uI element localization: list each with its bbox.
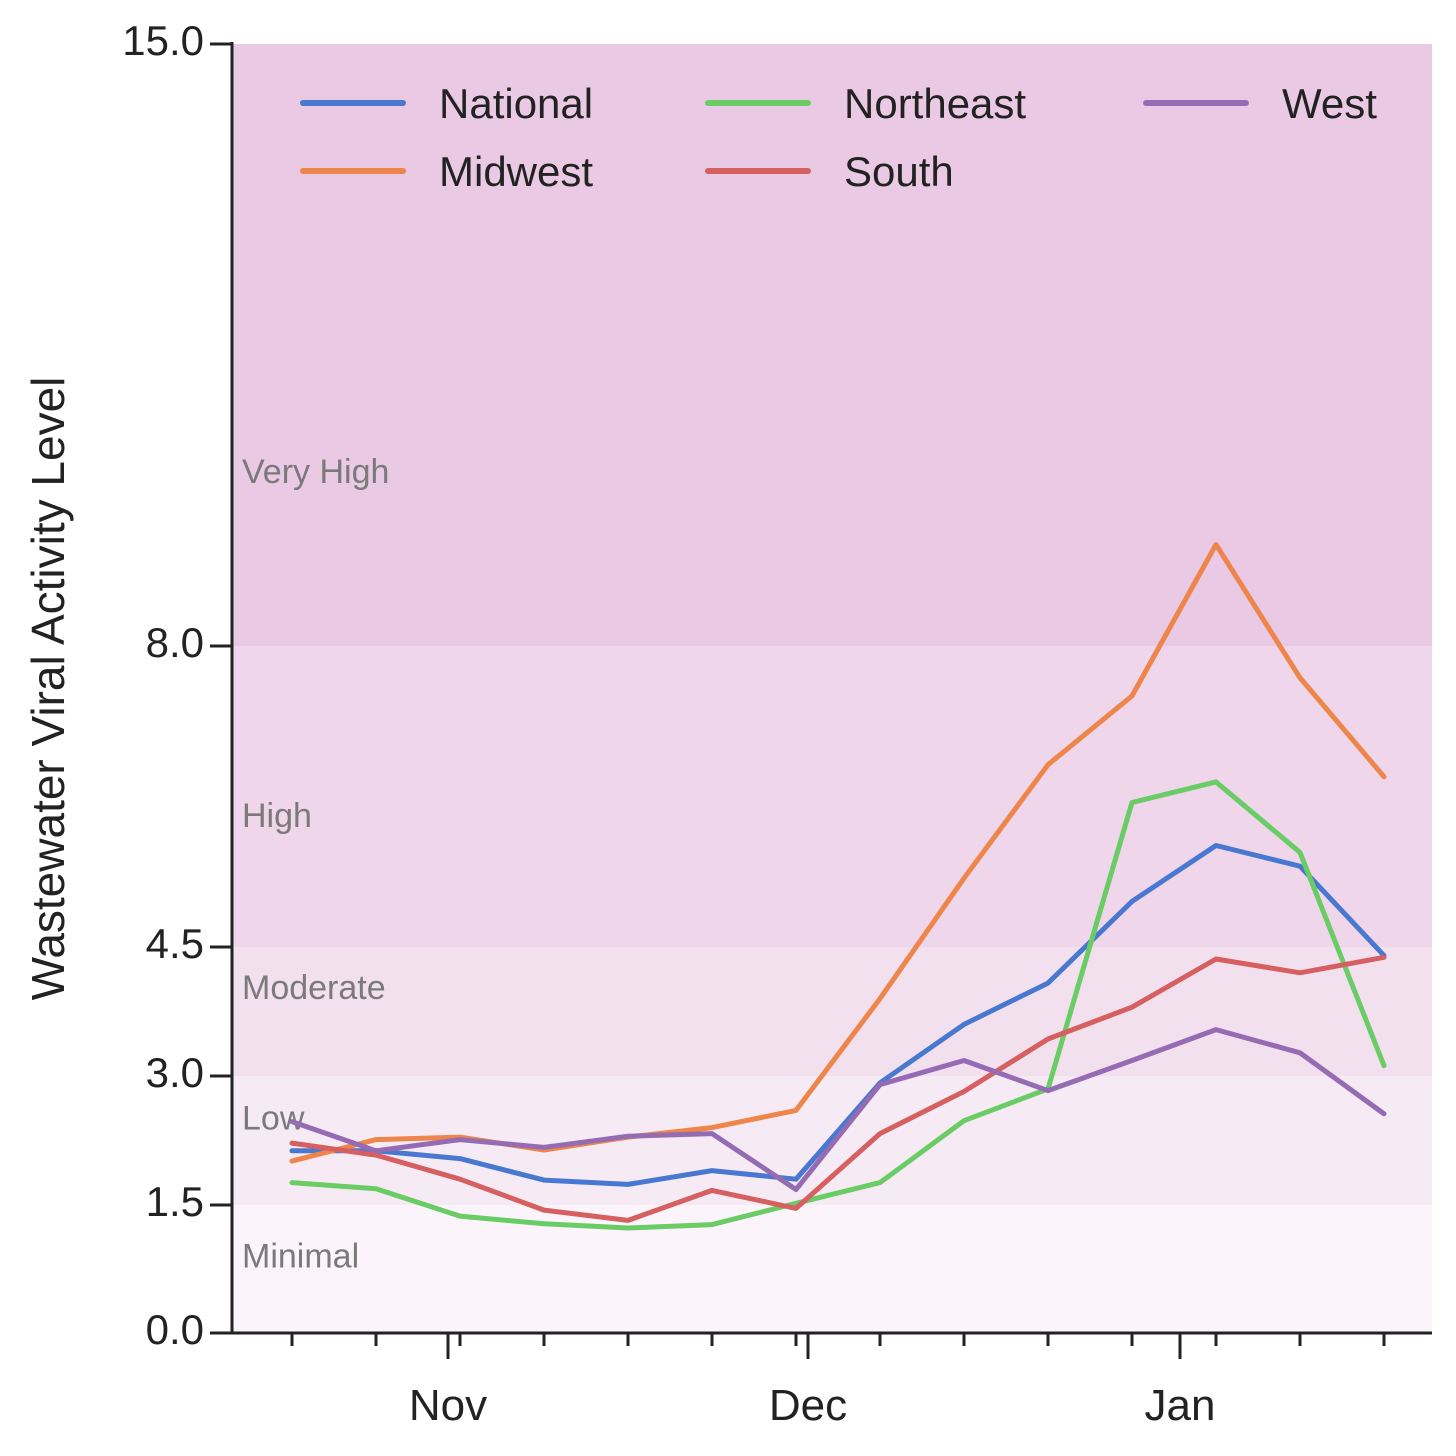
y-tick-label: 15.0 bbox=[122, 17, 204, 64]
series-line-south bbox=[289, 954, 1387, 1223]
series-line-west bbox=[289, 1027, 1387, 1192]
activity-band-labels: Minimal Low Moderate High Very High bbox=[242, 453, 389, 1276]
y-axis-label: Wastewater Viral Activity Level bbox=[22, 377, 74, 1001]
band-label-high: High bbox=[242, 797, 312, 835]
band-label-very-high: Very High bbox=[242, 453, 389, 491]
y-tick-label: 0.0 bbox=[146, 1306, 204, 1353]
band-label-moderate: Moderate bbox=[242, 969, 386, 1007]
legend-label-national: National bbox=[439, 80, 593, 127]
y-tick-label: 3.0 bbox=[146, 1049, 204, 1096]
y-tick-label: 4.5 bbox=[146, 920, 204, 967]
band-high bbox=[232, 646, 1432, 947]
y-tick-label: 8.0 bbox=[146, 619, 204, 666]
series-lines bbox=[289, 542, 1387, 1231]
x-tick-label-dec: Dec bbox=[769, 1381, 847, 1430]
band-very-high bbox=[232, 44, 1432, 646]
x-tick-label-nov: Nov bbox=[409, 1381, 487, 1430]
legend: National Midwest Northeast South West bbox=[300, 80, 1377, 195]
band-label-low: Low bbox=[242, 1100, 305, 1138]
legend-label-west: West bbox=[1282, 80, 1377, 127]
band-moderate bbox=[232, 947, 1432, 1076]
legend-label-south: South bbox=[844, 148, 954, 195]
x-tick-label-jan: Jan bbox=[1145, 1381, 1216, 1430]
y-tick-label: 1.5 bbox=[146, 1178, 204, 1225]
y-axis-label-group: Wastewater Viral Activity Level bbox=[22, 377, 74, 1001]
legend-label-northeast: Northeast bbox=[844, 80, 1026, 127]
band-minimal bbox=[232, 1205, 1432, 1333]
series-line-national bbox=[289, 843, 1387, 1187]
series-line-northeast bbox=[289, 779, 1387, 1231]
axes: 0.0 1.5 3.0 4.5 8.0 15.0 Nov Dec Jan bbox=[122, 17, 1432, 1430]
band-label-minimal: Minimal bbox=[242, 1238, 359, 1276]
legend-label-midwest: Midwest bbox=[439, 148, 593, 195]
activity-bands bbox=[232, 44, 1432, 1333]
